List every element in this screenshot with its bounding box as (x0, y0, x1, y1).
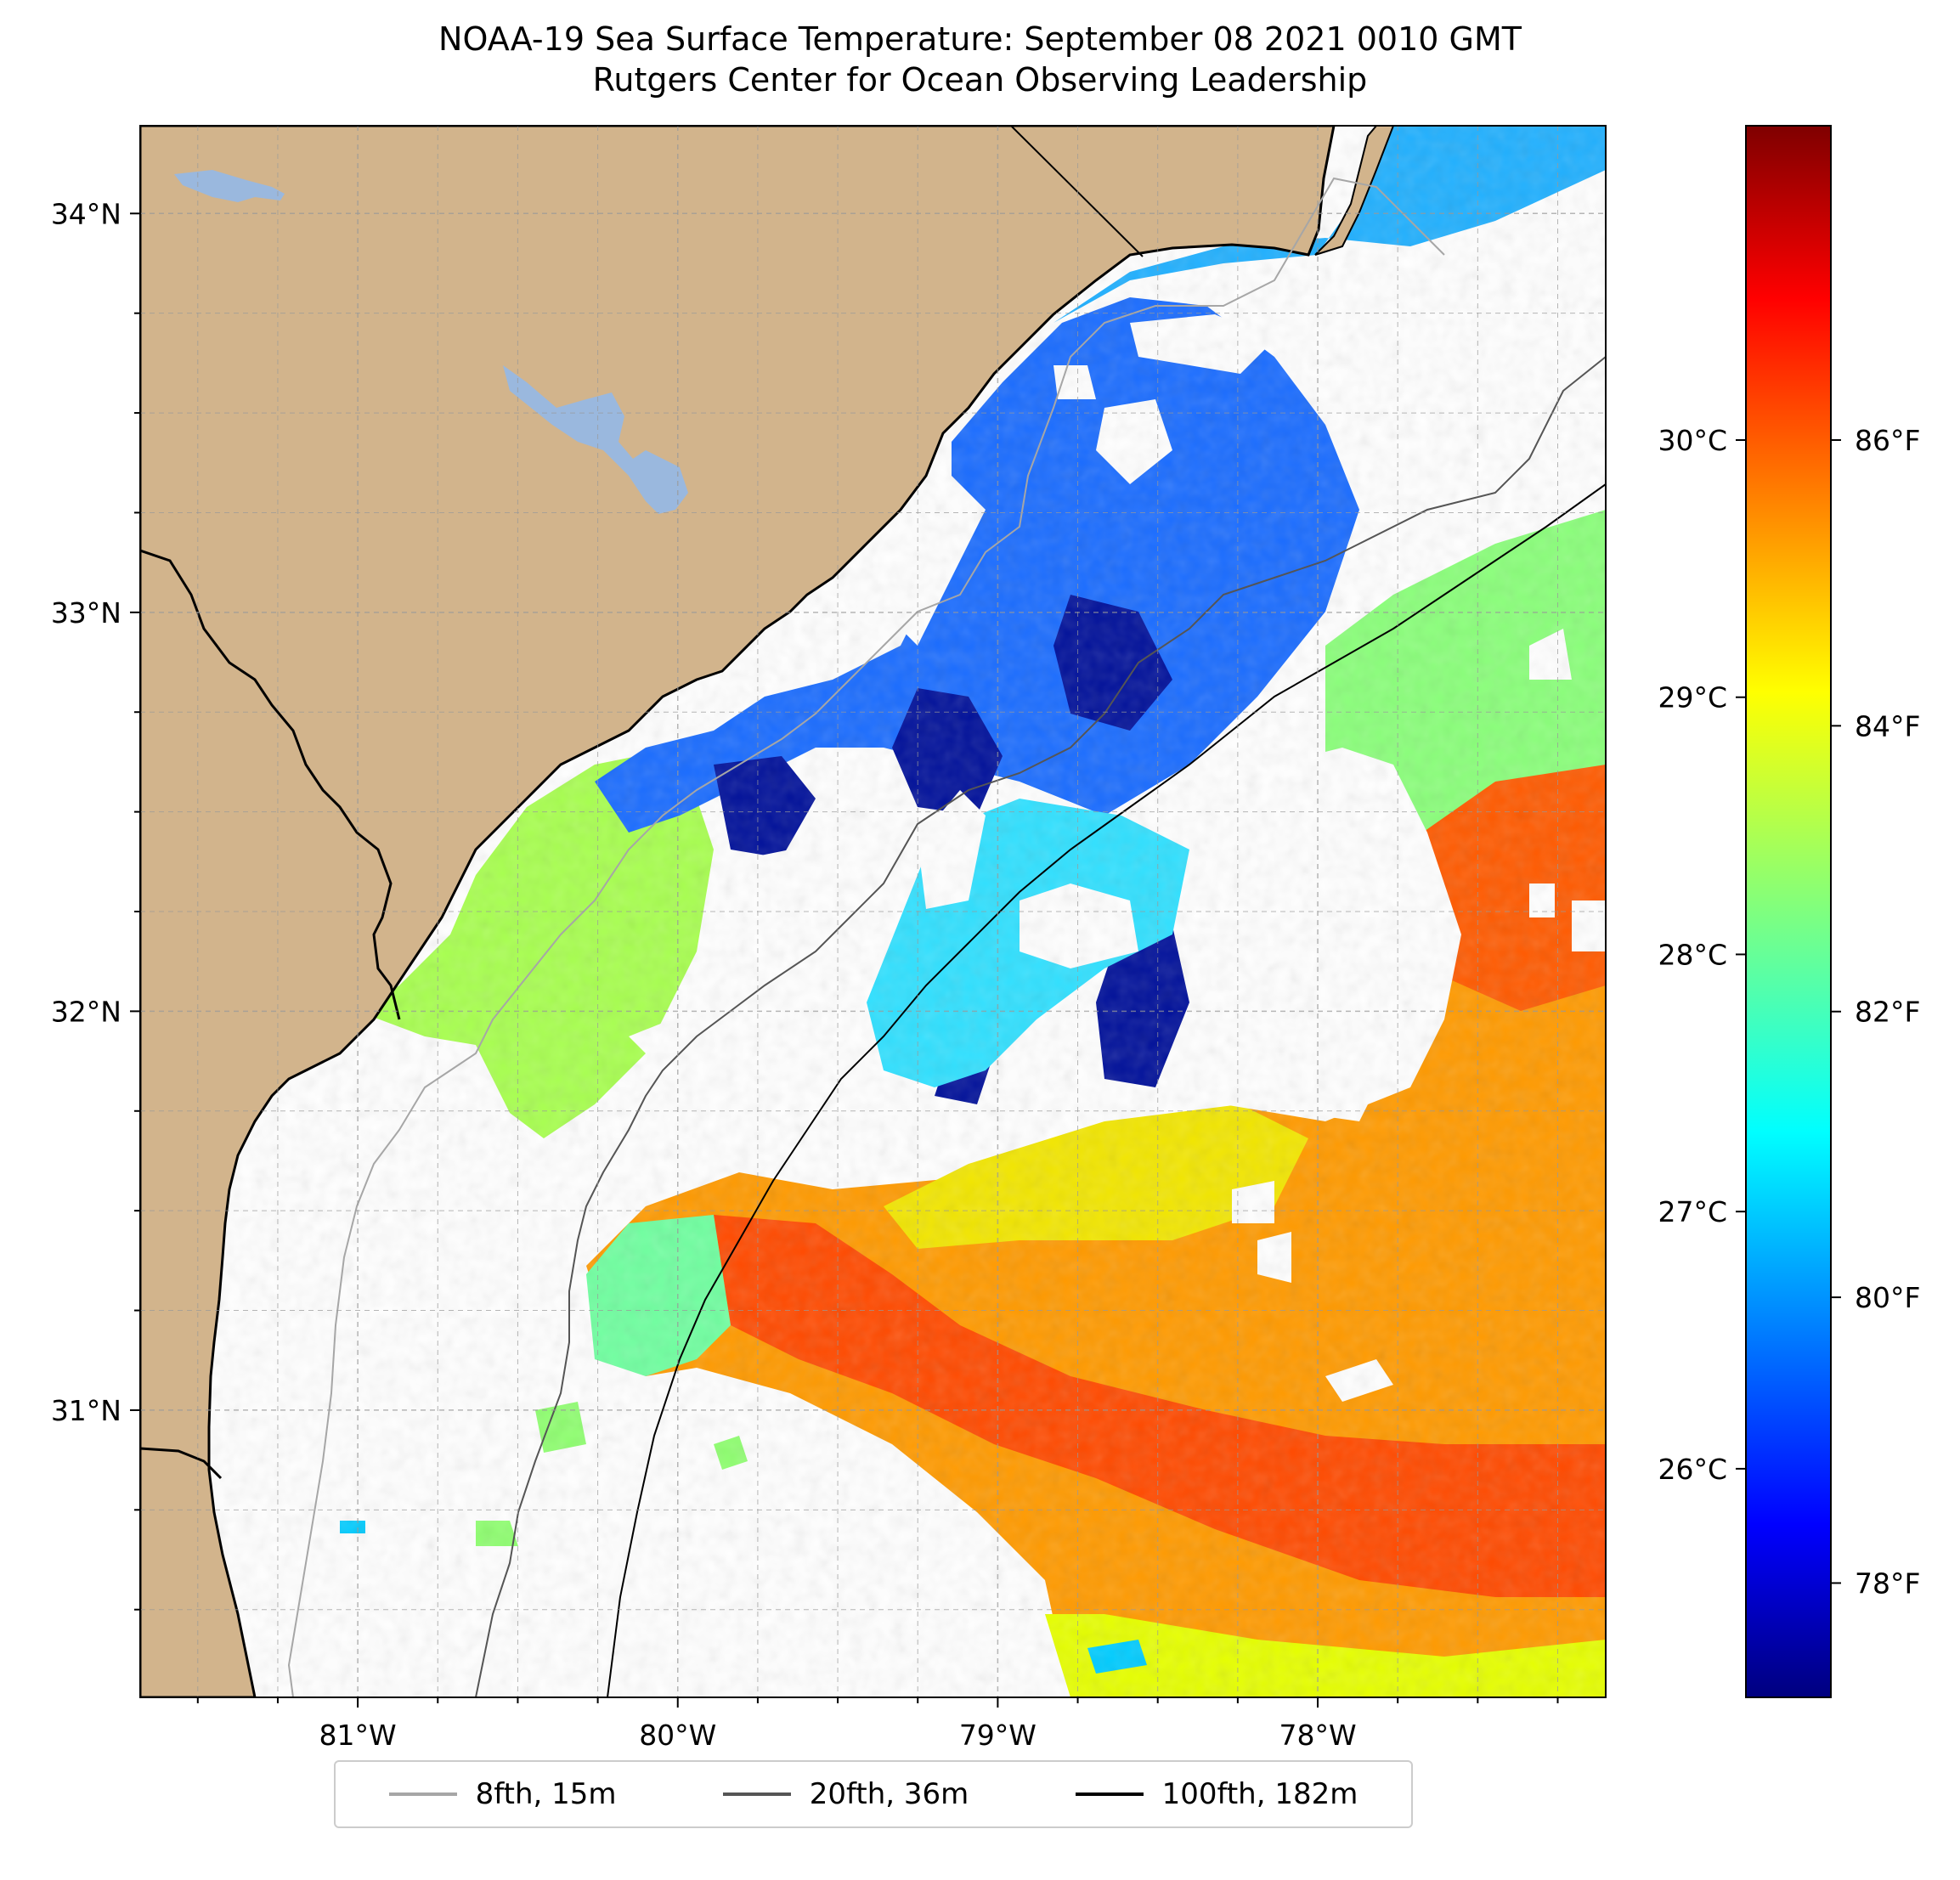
map-axis-ticks: 81°W 80°W 79°W 78°W 34°N 33°N 32°N 31°N (51, 197, 1559, 1752)
state-border (1010, 126, 1144, 257)
title-line-2: Rutgers Center for Ocean Observing Leade… (592, 61, 1368, 99)
lat-tick-label: 34°N (51, 197, 121, 230)
lat-tick-label: 33°N (51, 596, 121, 629)
legend-item-8fth: 8fth, 15m (388, 1777, 617, 1811)
river (140, 549, 401, 1020)
colorbar-c-tick-label: 29°C (1658, 681, 1727, 714)
land-capes (1314, 126, 1395, 256)
legend-swatch (388, 1792, 457, 1796)
isobath-8fth (287, 177, 1445, 1697)
lon-tick-label: 78°W (1279, 1719, 1356, 1752)
legend-label: 20fth, 36m (809, 1777, 969, 1811)
map-title: NOAA-19 Sea Surface Temperature: Septemb… (0, 19, 1960, 100)
colorbar-c-tick-label: 30°C (1658, 424, 1727, 457)
title-line-1: NOAA-19 Sea Surface Temperature: Septemb… (438, 20, 1522, 58)
lat-tick-label: 31°N (51, 1394, 121, 1427)
river (140, 1447, 223, 1480)
colorbar-f-tick-label: 78°F (1855, 1567, 1920, 1600)
legend-item-20fth: 20fth, 36m (722, 1777, 969, 1811)
colorbar-f-tick-label: 86°F (1855, 424, 1920, 457)
sst-map (140, 126, 1606, 1697)
colorbar-c-tick-label: 28°C (1658, 938, 1727, 971)
colorbar-f-tick-label: 80°F (1855, 1281, 1920, 1314)
gridlines (140, 126, 1606, 1697)
colorbar (1745, 125, 1832, 1698)
colorbar-f-tick-label: 84°F (1855, 709, 1920, 742)
colorbar-c-tick-label: 27°C (1658, 1195, 1727, 1228)
lake (503, 365, 688, 514)
colorbar-f-tick-label: 82°F (1855, 996, 1920, 1029)
isobath-20fth (475, 356, 1606, 1697)
legend-label: 8fth, 15m (475, 1777, 617, 1811)
lon-tick-label: 81°W (319, 1719, 397, 1752)
legend-item-100fth: 100fth, 182m (1075, 1777, 1358, 1811)
colorbar-c-tick-label: 26°C (1658, 1453, 1727, 1486)
legend-swatch (722, 1792, 791, 1796)
lat-tick-label: 32°N (51, 995, 121, 1028)
lon-tick-label: 80°W (639, 1719, 716, 1752)
isobath-legend: 8fth, 15m 20fth, 36m 100fth, 182m (334, 1760, 1413, 1828)
legend-swatch (1075, 1792, 1144, 1796)
land (140, 126, 1336, 1697)
legend-label: 100fth, 182m (1161, 1777, 1358, 1811)
isobath-100fth (607, 483, 1606, 1697)
lake (174, 170, 285, 202)
lon-tick-label: 79°W (959, 1719, 1036, 1752)
colorbar-ticks: 78°F 80°F 82°F 84°F 86°F 26°C 27°C 28°C 29°C 30°C (1658, 424, 1920, 1600)
